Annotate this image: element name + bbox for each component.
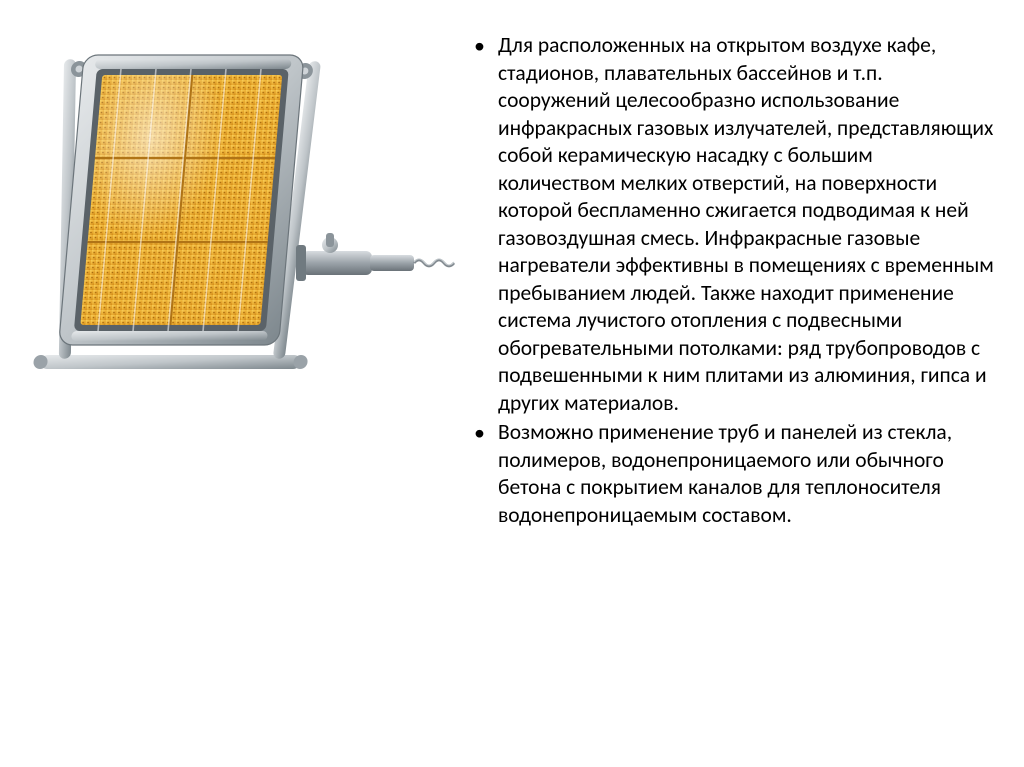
infrared-heater-illustration [20, 40, 460, 400]
image-column [20, 30, 460, 737]
bullet-item: Для расположенных на открытом воздухе ка… [468, 32, 994, 417]
bullet-text: Возможно применение труб и панелей из ст… [498, 419, 952, 528]
text-column: Для расположенных на открытом воздухе ка… [460, 30, 994, 737]
bullet-text: Для расположенных на открытом воздухе ка… [498, 32, 994, 416]
bullet-list: Для расположенных на открытом воздухе ка… [468, 32, 994, 529]
bullet-item: Возможно применение труб и панелей из ст… [468, 419, 994, 529]
slide: Для расположенных на открытом воздухе ка… [0, 0, 1024, 767]
